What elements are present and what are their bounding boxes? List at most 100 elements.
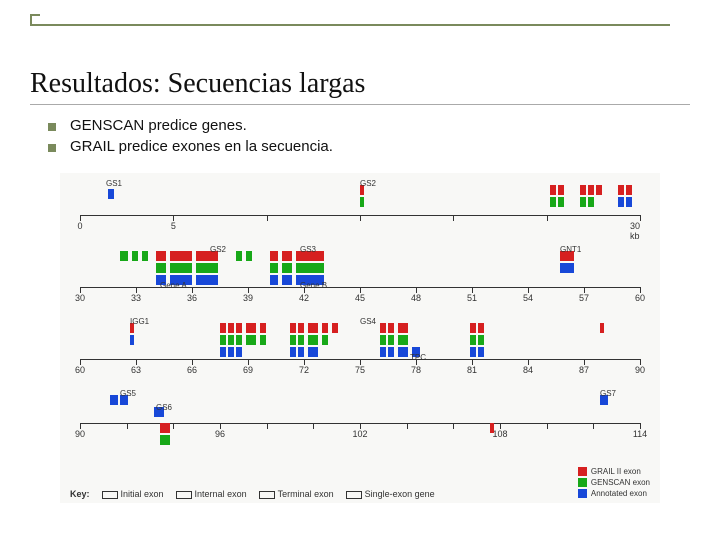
legend-swatch-icon	[578, 467, 587, 476]
exon-block	[298, 347, 304, 357]
exon-block	[626, 185, 632, 195]
exon-block	[236, 347, 242, 357]
exon-block	[600, 323, 604, 333]
track-annotation: GS1	[106, 179, 122, 188]
exon-block	[296, 263, 324, 273]
track-annotation: GS3	[300, 245, 316, 254]
axis-tick-label: 33	[131, 293, 141, 303]
legend-item: Annotated exon	[578, 488, 650, 499]
axis-tick-label: 36	[187, 293, 197, 303]
track-annotation: GNT1	[560, 245, 581, 254]
exon-block	[398, 335, 408, 345]
title-underline	[30, 104, 690, 105]
axis-tick-label: 0	[77, 221, 82, 231]
exon-block	[290, 323, 296, 333]
exon-block	[260, 323, 266, 333]
track-annotation: Gene B	[300, 281, 327, 290]
exon-block	[282, 251, 292, 261]
bullet-marker-icon	[48, 144, 56, 152]
exon-block	[246, 323, 256, 333]
axis-tick	[453, 423, 454, 429]
exon-block	[130, 335, 134, 345]
exon-block	[156, 251, 166, 261]
track-annotation: Gene A	[160, 281, 187, 290]
exon-block	[588, 185, 594, 195]
exon-block	[120, 251, 128, 261]
exon-block	[308, 323, 318, 333]
axis-tick-label: 48	[411, 293, 421, 303]
exon-block	[270, 263, 278, 273]
exon-block	[380, 323, 386, 333]
gene-prediction-chart: 0530 kbGS1GS23033363942454851545760Gene …	[60, 173, 660, 503]
exon-block	[588, 197, 594, 207]
legend-swatch-icon	[578, 478, 587, 487]
exon-block	[550, 197, 556, 207]
exon-block	[558, 185, 564, 195]
exon-block	[282, 263, 292, 273]
exon-block	[478, 323, 484, 333]
axis-tick-label: 66	[187, 365, 197, 375]
key-box-icon	[346, 491, 362, 499]
legend-item: GRAIL II exon	[578, 466, 650, 477]
axis-tick-label: 90	[75, 429, 85, 439]
exon-block	[398, 323, 408, 333]
exon-block	[220, 323, 226, 333]
axis-tick	[407, 423, 408, 429]
axis-tick-label: 87	[579, 365, 589, 375]
exon-block	[470, 347, 476, 357]
exon-block	[260, 335, 266, 345]
bullet-list: GENSCAN predice genes. GRAIL predice exo…	[48, 117, 690, 155]
exon-block	[388, 323, 394, 333]
exon-block	[160, 435, 170, 445]
track-annotation: GS2	[360, 179, 376, 188]
exon-block	[160, 423, 170, 433]
bullet-text: GRAIL predice exones en la secuencia.	[70, 138, 333, 155]
axis-tick	[127, 423, 128, 429]
key-item: Initial exon	[102, 489, 164, 499]
axis-tick-label: 84	[523, 365, 533, 375]
key-box-icon	[102, 491, 118, 499]
legend-swatch-icon	[578, 489, 587, 498]
axis-tick	[360, 215, 361, 221]
exon-block	[388, 335, 394, 345]
exon-block	[246, 251, 252, 261]
exon-block	[132, 251, 138, 261]
exon-block	[196, 275, 218, 285]
exon-block	[470, 335, 476, 345]
exon-block	[236, 335, 242, 345]
axis-tick-label: 81	[467, 365, 477, 375]
exon-block	[236, 251, 242, 261]
key-item: Single-exon gene	[346, 489, 435, 499]
axis-tick-label: 72	[299, 365, 309, 375]
exon-block	[228, 335, 234, 345]
axis-tick-label: 30 kb	[630, 221, 650, 241]
exon-block	[282, 275, 292, 285]
exon-block	[380, 335, 386, 345]
exon-block	[298, 323, 304, 333]
exon-block	[290, 335, 296, 345]
key-box-icon	[176, 491, 192, 499]
exon-block	[236, 323, 242, 333]
exon-block	[380, 347, 386, 357]
axis-tick-label: 51	[467, 293, 477, 303]
exon-block	[308, 347, 318, 357]
chart-legend: GRAIL II exonGENSCAN exonAnnotated exon	[578, 466, 650, 499]
axis-tick	[313, 423, 314, 429]
axis-tick	[173, 423, 174, 429]
axis-tick	[267, 215, 268, 221]
exon-block	[270, 251, 278, 261]
axis-tick-label: 69	[243, 365, 253, 375]
key-label: Key:	[70, 489, 90, 499]
axis-tick-label: 54	[523, 293, 533, 303]
exon-block	[550, 185, 556, 195]
axis-tick-label: 39	[243, 293, 253, 303]
track-annotation: GS4	[360, 317, 376, 326]
bullet-text: GENSCAN predice genes.	[70, 117, 247, 134]
exon-block	[228, 347, 234, 357]
axis-tick-label: 60	[635, 293, 645, 303]
track-annotation: GS6	[156, 403, 172, 412]
exon-block	[560, 263, 574, 273]
axis-tick-label: 78	[411, 365, 421, 375]
legend-item: GENSCAN exon	[578, 477, 650, 488]
exon-block	[246, 335, 256, 345]
